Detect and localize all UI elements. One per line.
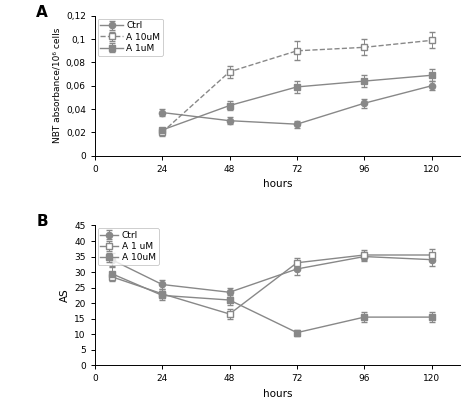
Legend: Ctrl, A 10uM, A 1uM: Ctrl, A 10uM, A 1uM xyxy=(98,19,163,56)
X-axis label: hours: hours xyxy=(263,389,292,397)
X-axis label: hours: hours xyxy=(263,179,292,189)
Legend: Ctrl, A 1 uM, A 10uM: Ctrl, A 1 uM, A 10uM xyxy=(98,228,159,265)
Text: B: B xyxy=(36,214,48,229)
Y-axis label: AS: AS xyxy=(60,289,70,302)
Y-axis label: NBT absorbance/10⁶ cells: NBT absorbance/10⁶ cells xyxy=(53,28,62,143)
Text: A: A xyxy=(36,5,48,20)
